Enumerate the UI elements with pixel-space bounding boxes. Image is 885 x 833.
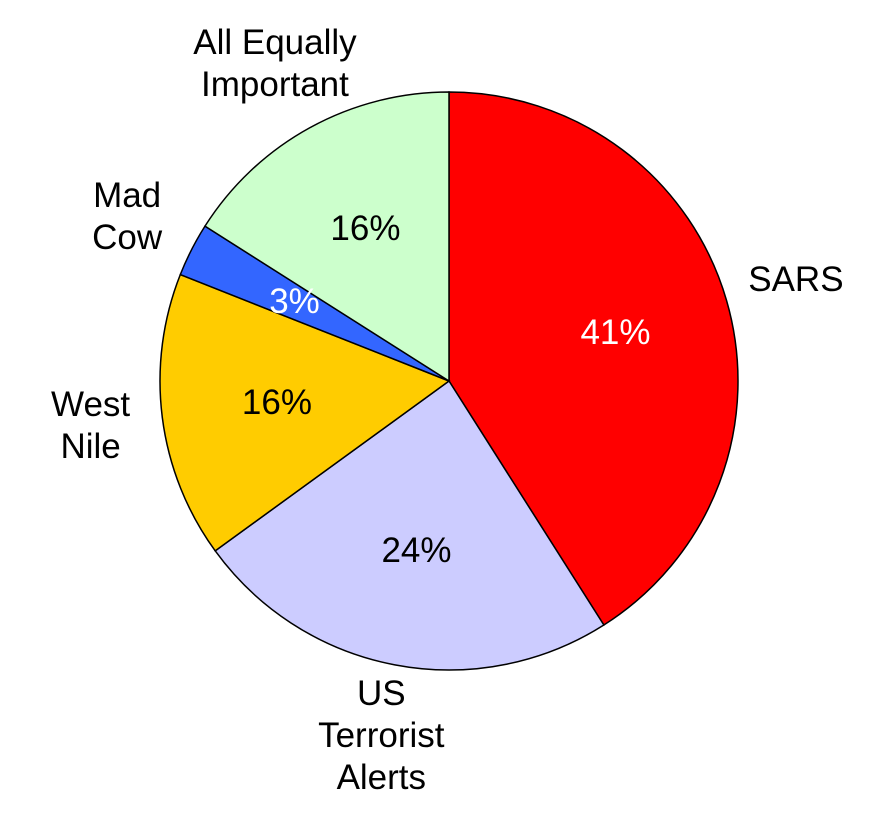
value-label: 24%	[381, 531, 452, 571]
value-label: 41%	[580, 312, 651, 352]
pie-slice	[214, 379, 605, 671]
pie-slice	[159, 273, 451, 552]
category-label: Mad Cow	[92, 175, 163, 257]
category-label: All Equally Important	[193, 23, 357, 105]
category-label: SARS	[748, 260, 844, 300]
category-label: US Terrorist Alerts	[318, 673, 445, 797]
value-label: 16%	[241, 382, 312, 422]
pie-slice	[448, 91, 739, 627]
value-label: 3%	[269, 282, 320, 322]
value-label: 16%	[330, 209, 401, 249]
category-label: West Nile	[51, 385, 131, 467]
pie-slice	[203, 91, 450, 383]
